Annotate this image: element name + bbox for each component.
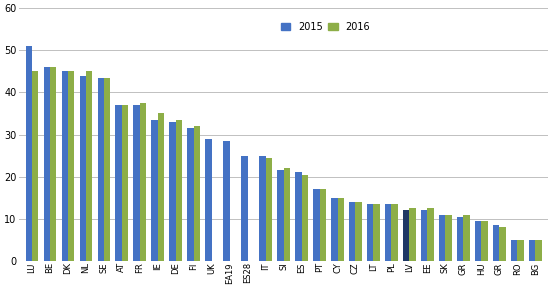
Bar [50, 67, 56, 261]
Bar [151, 120, 158, 261]
Bar [44, 67, 50, 261]
Bar [32, 71, 38, 261]
Bar [140, 103, 146, 261]
Bar [25, 46, 32, 261]
Bar [457, 217, 463, 261]
Bar [169, 122, 176, 261]
Bar [266, 158, 272, 261]
Bar [158, 113, 164, 261]
Bar [176, 120, 182, 261]
Bar [62, 71, 68, 261]
Bar [259, 156, 266, 261]
Bar [475, 221, 481, 261]
Bar [241, 156, 248, 261]
Bar [385, 204, 391, 261]
Bar [367, 204, 374, 261]
Bar [134, 105, 140, 261]
Bar [224, 141, 230, 261]
Bar [86, 71, 92, 261]
Legend: 2015, 2016: 2015, 2016 [277, 18, 374, 36]
Bar [187, 128, 194, 261]
Bar [374, 204, 380, 261]
Bar [517, 240, 523, 261]
Bar [104, 78, 110, 261]
Bar [115, 105, 122, 261]
Bar [79, 75, 86, 261]
Bar [284, 168, 290, 261]
Bar [427, 208, 434, 261]
Bar [391, 204, 398, 261]
Bar [355, 202, 362, 261]
Bar [529, 240, 535, 261]
Bar [421, 211, 427, 261]
Bar [481, 221, 487, 261]
Bar [493, 225, 500, 261]
Bar [194, 126, 200, 261]
Bar [122, 105, 128, 261]
Bar [320, 189, 326, 261]
Bar [349, 202, 355, 261]
Bar [403, 211, 410, 261]
Bar [439, 215, 445, 261]
Bar [301, 175, 308, 261]
Bar [463, 215, 470, 261]
Bar [337, 198, 344, 261]
Bar [313, 189, 320, 261]
Bar [511, 240, 517, 261]
Bar [500, 227, 506, 261]
Bar [331, 198, 337, 261]
Bar [535, 240, 542, 261]
Bar [295, 173, 301, 261]
Bar [277, 170, 284, 261]
Bar [445, 215, 452, 261]
Bar [98, 78, 104, 261]
Bar [205, 139, 211, 261]
Bar [68, 71, 74, 261]
Bar [410, 208, 416, 261]
